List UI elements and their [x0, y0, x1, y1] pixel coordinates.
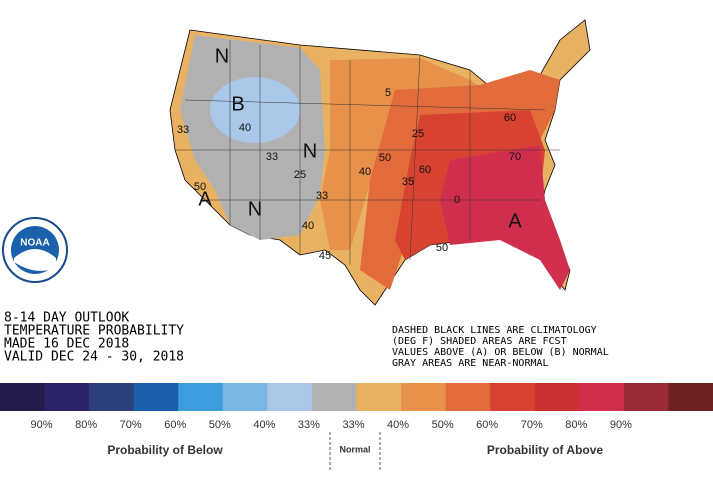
legend-label: 60% [164, 419, 186, 431]
region-above-40 [320, 58, 500, 250]
legend-label: 40% [253, 419, 275, 431]
contour-label: 0 [454, 194, 460, 206]
contour-label: 70 [509, 151, 521, 163]
legend-label: 40% [387, 419, 409, 431]
legend-swatch [490, 383, 536, 411]
legend-label: 80% [75, 419, 97, 431]
legend-swatch [623, 383, 669, 411]
contour-label: 40 [239, 122, 251, 134]
contour-label: 45 [319, 250, 331, 262]
contour-label: 5 [385, 87, 391, 99]
logo-text: NOAA [20, 238, 49, 249]
legend-swatch [133, 383, 179, 411]
contour-label: 33 [316, 190, 328, 202]
map-letter: A [508, 210, 522, 232]
contour-label: 40 [359, 166, 371, 178]
legend-swatch [356, 383, 402, 411]
legend-swatch [445, 383, 491, 411]
contour-label: 60 [419, 164, 431, 176]
contour-label: 33 [177, 124, 189, 136]
legend-label: 33% [342, 419, 364, 431]
map-letter: N [303, 140, 317, 162]
contour-label: 25 [294, 169, 306, 181]
notes: DASHED BLACK LINES ARE CLIMATOLOGY(DEG F… [392, 325, 609, 369]
legend-label: 70% [521, 419, 543, 431]
map [169, 19, 591, 306]
map-letter: B [231, 93, 244, 115]
contour-label: 60 [504, 112, 516, 124]
region-above-70 [440, 145, 570, 290]
legend-swatch [668, 383, 713, 411]
note-line: GRAY AREAS ARE NEAR-NORMAL [392, 358, 549, 369]
contour-label: 50 [379, 152, 391, 164]
legend-label: 50% [209, 419, 231, 431]
legend-label: 50% [432, 419, 454, 431]
note-line: DASHED BLACK LINES ARE CLIMATOLOGY [392, 325, 597, 336]
legend: 90% 80% 70% 60% 50% 40% 33% 33% 40% 50% 60% 70% 80% 9… [0, 383, 713, 431]
legend-label: 90% [31, 419, 53, 431]
legend-label: 90% [610, 419, 632, 431]
contour-label: 33 [266, 151, 278, 163]
contour-label: 40 [302, 220, 314, 232]
legend-swatch [178, 383, 224, 411]
outlook-line: MADE 16 DEC 2018 [4, 337, 129, 352]
normal-label: Normal [339, 444, 370, 454]
contour-label: 50 [194, 181, 206, 193]
outlook-line: 8-14 DAY OUTLOOK [4, 311, 129, 326]
logo-gull [14, 249, 56, 271]
legend-swatch [267, 383, 313, 411]
contour-label: 50 [436, 242, 448, 254]
legend-label: 70% [120, 419, 142, 431]
outlook-line: TEMPERATURE PROBABILITY [4, 324, 184, 339]
legend-swatch [579, 383, 625, 411]
legend-label: 33% [298, 419, 320, 431]
legend-swatch [534, 383, 580, 411]
above-label: Probability of Above [487, 443, 604, 457]
map-letter: N [248, 198, 262, 220]
outlook-line: VALID DEC 24 - 30, 2018 [4, 350, 184, 365]
region-below [210, 77, 300, 143]
contour-label: 35 [402, 176, 414, 188]
legend-label: 80% [565, 419, 587, 431]
legend-swatch [0, 383, 46, 411]
logo: NOAA [2, 217, 68, 283]
legend-swatch [401, 383, 447, 411]
note-line: (DEG F) SHADED AREAS ARE FCST [392, 336, 567, 347]
state-lines [175, 40, 560, 265]
legend-swatch [222, 383, 268, 411]
legend-swatch [44, 383, 90, 411]
legend-swatch [311, 383, 357, 411]
note-line: VALUES ABOVE (A) OR BELOW (B) NORMAL [392, 347, 609, 358]
legend-label: 60% [476, 419, 498, 431]
below-label: Probability of Below [107, 443, 223, 457]
map-letter: A [198, 188, 212, 210]
legend-swatch [89, 383, 135, 411]
map-letter: N [215, 45, 229, 67]
contour-label: 25 [412, 128, 424, 140]
